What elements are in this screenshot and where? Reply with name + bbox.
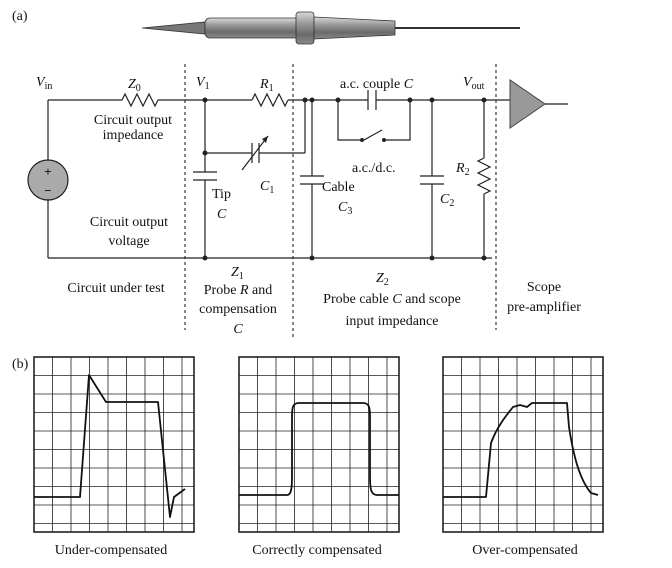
c1-label: C1 — [260, 179, 274, 196]
correctly-compensated-screen — [238, 356, 400, 533]
ac-dc-label: a.c./d.c. — [352, 161, 396, 176]
c3-label: C3 — [338, 200, 352, 217]
source-minus: − — [44, 183, 51, 198]
waveform-trace — [34, 374, 186, 518]
ac-couple-label: a.c. couple C — [340, 77, 414, 92]
circuit-output-impedance-line1: Circuit output — [94, 113, 172, 128]
z2-label: Z2 — [376, 271, 389, 288]
screen-frame — [238, 356, 400, 533]
under-compensated-screen — [33, 356, 195, 533]
probe-cable-label-line2: input impedance — [346, 314, 439, 329]
vin-label: Vin — [36, 75, 52, 92]
probe-r-label-line3: C — [233, 322, 243, 337]
waveform-trace — [239, 402, 399, 496]
screen-frame — [442, 356, 604, 533]
z0-label: Z0 — [128, 77, 141, 94]
circuit-output-impedance-line2: impedance — [103, 128, 164, 143]
cable-label: Cable — [322, 180, 355, 195]
scope-label-line2: pre-amplifier — [507, 300, 581, 315]
r2-label: R2 — [455, 161, 470, 178]
switch-contact-left — [360, 138, 364, 142]
r1-resistor — [251, 92, 289, 108]
probe-cable-label-line1: Probe cable C and scope — [323, 292, 461, 307]
z0-resistor — [121, 92, 159, 108]
c1-variable-arrow — [241, 135, 269, 171]
panel-b-label: (b) — [12, 357, 29, 372]
circuit-output-voltage-line2: voltage — [108, 234, 149, 249]
tip-label-line1: Tip — [212, 187, 231, 202]
probe-r-label-line1: Probe R and — [204, 283, 272, 298]
probe-circuit-schematic: + − — [27, 64, 568, 340]
caption-correctly-compensated: Correctly compensated — [252, 543, 381, 558]
switch-contact-right — [382, 138, 386, 142]
vout-label: Vout — [463, 75, 485, 92]
scope-label-line1: Scope — [527, 280, 561, 295]
caption-under-compensated: Under-compensated — [55, 543, 167, 558]
v1-label: V1 — [196, 75, 210, 92]
z1-label: Z1 — [231, 265, 244, 282]
scope-pre-amplifier-triangle — [509, 79, 546, 129]
r1-label: R1 — [259, 77, 274, 94]
compensation-screens — [33, 356, 604, 533]
ac-dc-switch — [363, 129, 383, 141]
over-compensated-screen — [442, 356, 604, 533]
caption-over-compensated: Over-compensated — [472, 543, 577, 558]
tip-label-line2: C — [217, 207, 227, 222]
voltage-source — [27, 159, 69, 201]
screen-frame — [33, 356, 195, 533]
c2-label: C2 — [440, 192, 454, 209]
panel-a-label: (a) — [12, 9, 28, 24]
r2-resistor — [476, 157, 492, 195]
probe-r-label-line2: compensation — [199, 302, 277, 317]
circuit-output-voltage-line1: Circuit output — [90, 215, 168, 230]
waveform-trace — [443, 402, 599, 498]
oscilloscope-probe-illustration — [141, 11, 520, 45]
circuit-under-test-label: Circuit under test — [67, 281, 164, 296]
source-plus: + — [44, 164, 51, 179]
